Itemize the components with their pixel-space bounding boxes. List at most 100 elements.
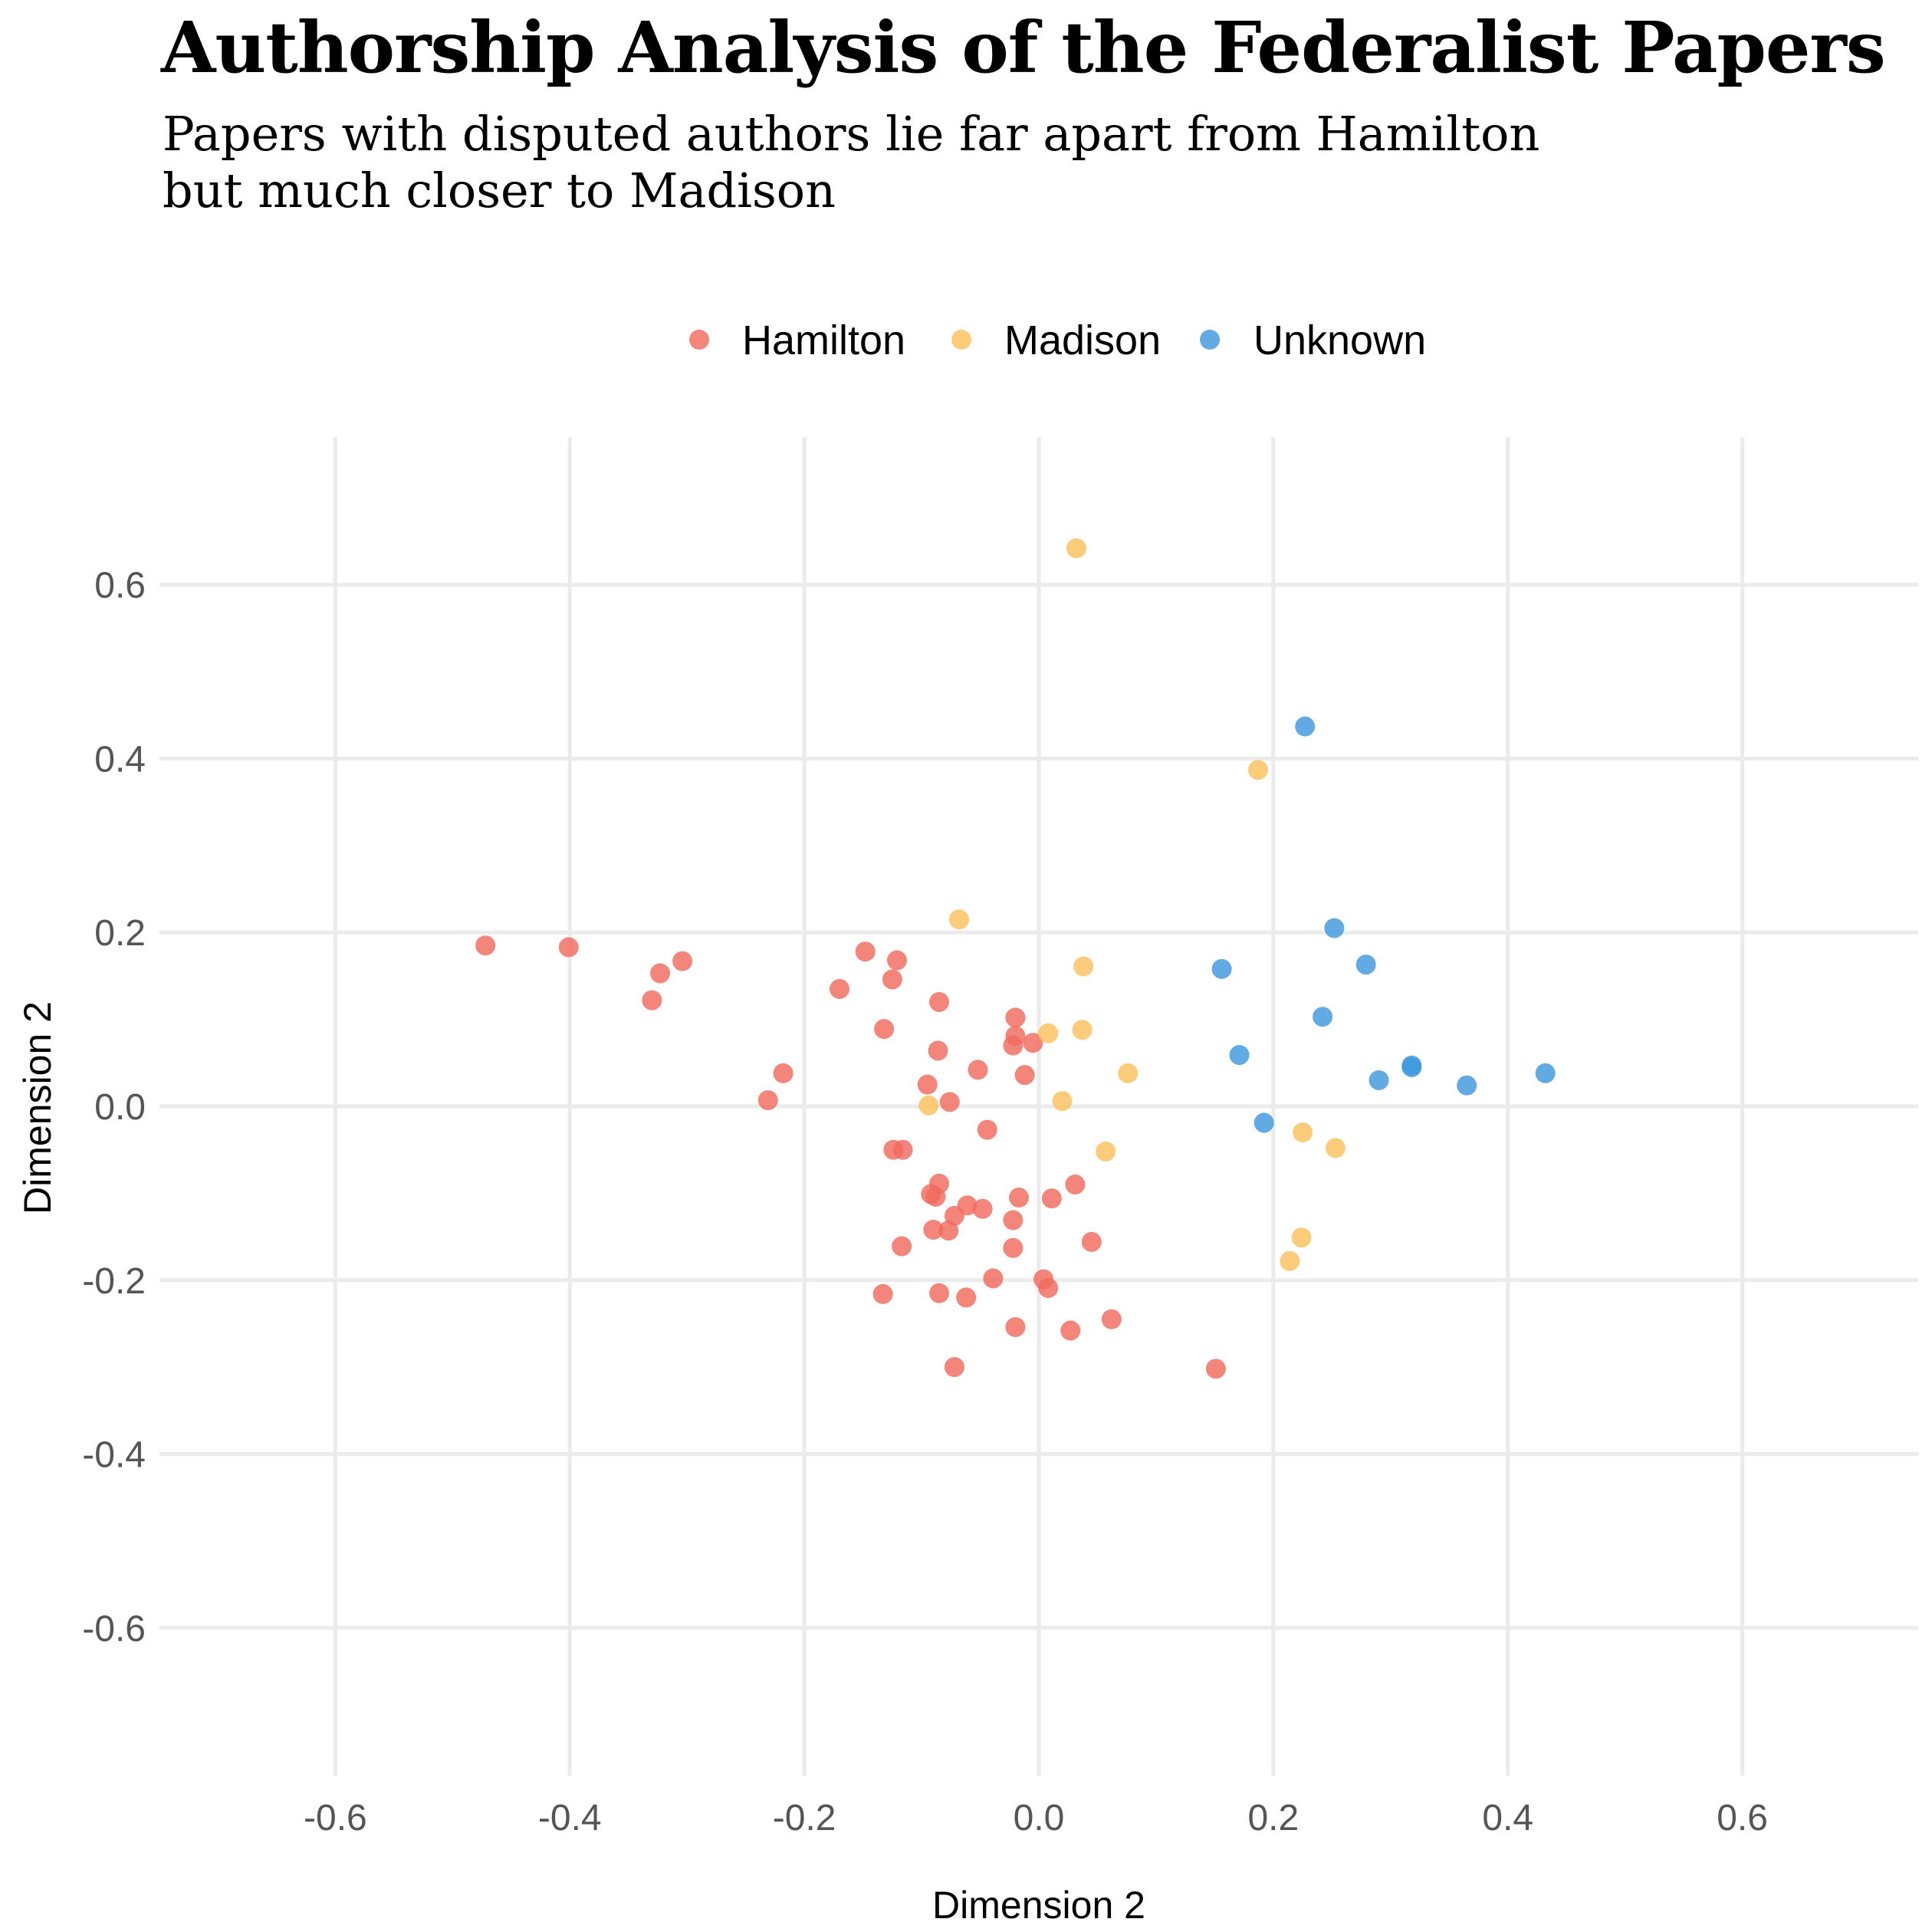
point-madison (1118, 1063, 1138, 1083)
point-hamilton (882, 969, 902, 990)
chart-subtitle-line-2: but much closer to Madison (163, 163, 836, 219)
point-unknown (1295, 716, 1316, 737)
legend: Hamilton Madison Unknown (689, 317, 1426, 363)
point-madison (1038, 1023, 1059, 1043)
point-unknown (1324, 918, 1345, 938)
point-hamilton (642, 990, 662, 1010)
point-hamilton (929, 991, 950, 1012)
point-hamilton (925, 1186, 946, 1207)
y-tick-label: 0.6 (94, 566, 146, 606)
legend-label-unknown: Unknown (1254, 317, 1426, 363)
x-tick-label: 0.0 (1014, 1798, 1065, 1838)
point-madison (1280, 1250, 1300, 1271)
point-hamilton (917, 1074, 938, 1095)
point-hamilton (1005, 1007, 1026, 1028)
point-madison (1052, 1091, 1073, 1112)
point-hamilton (892, 1139, 913, 1160)
point-hamilton (872, 1283, 893, 1304)
legend-label-madison: Madison (1004, 317, 1161, 363)
point-hamilton (1014, 1065, 1035, 1086)
point-hamilton (886, 950, 907, 971)
y-axis-title: Dimension 2 (16, 1001, 59, 1214)
point-hamilton (1003, 1210, 1024, 1230)
point-madison (1066, 538, 1086, 559)
point-madison (1291, 1227, 1312, 1248)
x-tick-label: -0.2 (773, 1798, 836, 1838)
point-madison (1073, 956, 1094, 977)
point-hamilton (650, 963, 671, 984)
point-hamilton (1081, 1231, 1102, 1252)
x-tick-label: 0.2 (1247, 1798, 1299, 1838)
point-hamilton (977, 1119, 997, 1140)
legend-marker-unknown (1200, 330, 1220, 350)
point-hamilton (558, 937, 579, 958)
point-hamilton (923, 1219, 944, 1240)
point-hamilton (1038, 1277, 1059, 1298)
x-tick-label: -0.4 (538, 1798, 602, 1838)
point-hamilton (874, 1019, 895, 1040)
point-unknown (1355, 955, 1376, 975)
legend-label-hamilton: Hamilton (742, 317, 905, 363)
point-hamilton (892, 1236, 912, 1257)
point-hamilton (1003, 1035, 1024, 1056)
point-unknown (1368, 1070, 1389, 1090)
point-hamilton (1101, 1309, 1122, 1329)
x-tick-label: 0.4 (1482, 1798, 1533, 1838)
x-tick-labels: -0.6 -0.4 -0.2 0.0 0.2 0.4 0.6 (304, 1798, 1768, 1838)
y-tick-label: 0.2 (94, 913, 146, 954)
point-madison (1293, 1122, 1313, 1143)
y-tick-label: 0.4 (94, 739, 146, 780)
point-hamilton (938, 1221, 959, 1241)
point-unknown (1535, 1063, 1556, 1083)
point-hamilton (475, 935, 496, 956)
point-hamilton (773, 1063, 794, 1083)
y-tick-label: -0.6 (82, 1608, 146, 1649)
point-hamilton (956, 1287, 977, 1308)
point-hamilton (830, 978, 850, 999)
data-points (475, 538, 1556, 1379)
point-unknown (1229, 1045, 1250, 1066)
chart-title: Authorship Analysis of the Federalist Pa… (161, 6, 1886, 89)
point-hamilton (944, 1357, 964, 1378)
point-unknown (1211, 958, 1232, 979)
point-madison (1072, 1020, 1092, 1040)
point-hamilton (929, 1283, 950, 1303)
legend-marker-hamilton (689, 330, 709, 350)
point-unknown (1313, 1007, 1333, 1027)
point-hamilton (1023, 1033, 1043, 1053)
x-tick-label: -0.6 (304, 1798, 367, 1838)
point-madison (918, 1095, 939, 1116)
point-hamilton (757, 1090, 778, 1111)
legend-marker-madison (951, 330, 971, 350)
point-hamilton (1205, 1359, 1226, 1379)
point-madison (1247, 760, 1268, 780)
point-hamilton (1065, 1175, 1086, 1195)
x-axis-title: Dimension 2 (932, 1884, 1145, 1927)
point-hamilton (1060, 1320, 1081, 1341)
point-unknown (1457, 1075, 1477, 1096)
point-hamilton (1003, 1237, 1024, 1258)
point-hamilton (1009, 1188, 1030, 1208)
point-madison (1096, 1141, 1116, 1162)
grid-lines (159, 437, 1918, 1776)
point-hamilton (928, 1040, 948, 1061)
y-tick-label: -0.2 (82, 1261, 146, 1302)
chart-subtitle-line-1: Papers with disputed authors lie far apa… (163, 106, 1540, 162)
point-hamilton (1005, 1316, 1026, 1337)
point-hamilton (939, 1092, 960, 1112)
y-tick-label: -0.4 (82, 1435, 146, 1476)
point-unknown (1254, 1112, 1274, 1133)
chart-subtitle: Papers with disputed authors lie far apa… (163, 106, 1849, 219)
y-tick-labels: 0.6 0.4 0.2 0.0 -0.2 -0.4 -0.6 (82, 566, 146, 1650)
point-unknown (1401, 1056, 1422, 1077)
point-madison (1325, 1138, 1346, 1158)
point-hamilton (855, 941, 876, 962)
point-hamilton (968, 1060, 988, 1080)
point-madison (949, 909, 970, 930)
point-hamilton (672, 951, 693, 971)
y-tick-label: 0.0 (94, 1087, 146, 1128)
point-hamilton (972, 1198, 993, 1219)
point-hamilton (1041, 1188, 1062, 1209)
x-tick-label: 0.6 (1717, 1798, 1768, 1838)
